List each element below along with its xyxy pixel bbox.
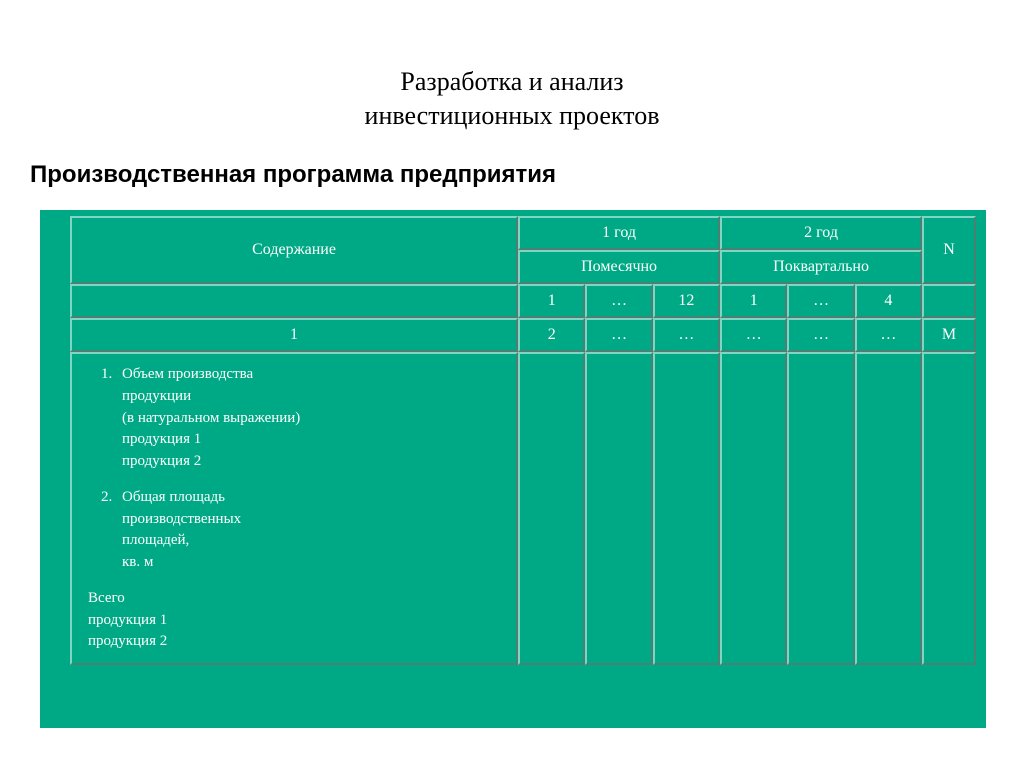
body-c5: [720, 352, 787, 665]
header-quarterly: Поквартально: [720, 250, 922, 284]
item1-l1: Объем производства: [122, 366, 253, 382]
title-line-2: инвестиционных проектов: [365, 101, 660, 130]
production-table: Содержание 1 год 2 год N Помесячно Поква…: [70, 216, 976, 665]
item2-l4: кв. м: [122, 554, 153, 570]
body-item-1: Объем производства продукции (в натураль…: [116, 364, 506, 473]
index-c7: …: [855, 318, 922, 352]
item1-l3: (в натуральном выражении): [122, 410, 300, 426]
header-content: Содержание: [70, 216, 518, 284]
index-c8: М: [922, 318, 976, 352]
item2-l1: Общая площадь: [122, 489, 225, 505]
body-totals: Всего продукция 1 продукция 2: [88, 588, 506, 653]
index-c3: …: [585, 318, 652, 352]
index-c4: …: [653, 318, 720, 352]
item2-l3: площадей,: [122, 532, 189, 548]
index-c6: …: [787, 318, 854, 352]
title-line-1: Разработка и анализ: [400, 67, 623, 96]
body-content-cell: Объем производства продукции (в натураль…: [70, 352, 518, 665]
body-item-2: Общая площадь производственных площадей,…: [116, 487, 506, 574]
table-container: Содержание 1 год 2 год N Помесячно Поква…: [40, 210, 986, 728]
header-quarter-start: 1: [720, 284, 787, 318]
body-c2: [518, 352, 585, 665]
header-month-end: 12: [653, 284, 720, 318]
header-n: N: [922, 216, 976, 284]
header-month-mid: …: [585, 284, 652, 318]
item1-l2: продукции: [122, 388, 191, 404]
header-blank-left: [70, 284, 518, 318]
index-c2: 2: [518, 318, 585, 352]
totals-l1: Всего: [88, 590, 125, 606]
header-quarter-end: 4: [855, 284, 922, 318]
header-n-blank: [922, 284, 976, 318]
index-c1: 1: [70, 318, 518, 352]
header-monthly: Помесячно: [518, 250, 720, 284]
body-c8: [922, 352, 976, 665]
totals-l2: продукция 1: [88, 612, 167, 628]
page-title: Разработка и анализ инвестиционных проек…: [0, 0, 1024, 133]
item2-l2: производственных: [122, 511, 241, 527]
item1-l4: продукция 1: [122, 431, 201, 447]
header-year1: 1 год: [518, 216, 720, 250]
header-year2: 2 год: [720, 216, 922, 250]
body-c6: [787, 352, 854, 665]
body-c4: [653, 352, 720, 665]
item1-l5: продукция 2: [122, 453, 201, 469]
header-quarter-mid: …: [787, 284, 854, 318]
index-c5: …: [720, 318, 787, 352]
page-subtitle: Производственная программа предприятия: [30, 161, 1024, 189]
body-c7: [855, 352, 922, 665]
totals-l3: продукция 2: [88, 633, 167, 649]
header-month-start: 1: [518, 284, 585, 318]
body-c3: [585, 352, 652, 665]
